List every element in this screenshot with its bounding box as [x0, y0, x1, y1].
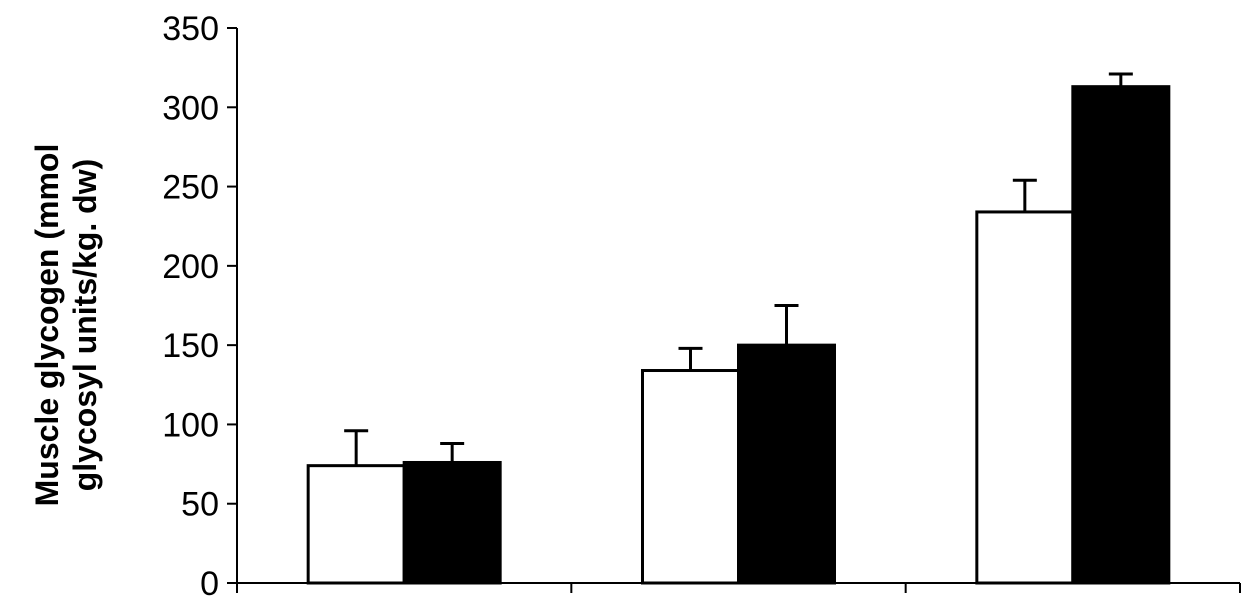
- y-tick-label: 300: [162, 89, 219, 127]
- y-tick-label: 350: [162, 10, 219, 48]
- bar-series-1-group-2: [643, 371, 739, 583]
- y-tick-label: 200: [162, 248, 219, 286]
- y-axis-title-line-1: Muscle glycogen (mmol: [29, 144, 65, 507]
- bar-series-2-group-2: [739, 345, 835, 583]
- y-tick-label: 150: [162, 327, 219, 365]
- bar-series-1-group-1: [308, 466, 404, 583]
- y-axis: 0 50 100 150 200 250 300 350: [162, 10, 237, 603]
- y-axis-title: Muscle glycogen (mmol glycosyl units/kg.…: [29, 144, 103, 507]
- y-tick-label: 250: [162, 169, 219, 207]
- bar-series-1-group-3: [977, 212, 1073, 583]
- bar-series-2-group-1: [404, 462, 500, 583]
- bars: [308, 87, 1169, 583]
- y-tick-label: 50: [181, 486, 219, 524]
- y-axis-title-line-2: glycosyl units/kg. dw): [67, 159, 103, 492]
- bar-series-2-group-3: [1073, 87, 1169, 583]
- y-tick-label: 100: [162, 406, 219, 444]
- y-tick-label: 0: [200, 565, 219, 603]
